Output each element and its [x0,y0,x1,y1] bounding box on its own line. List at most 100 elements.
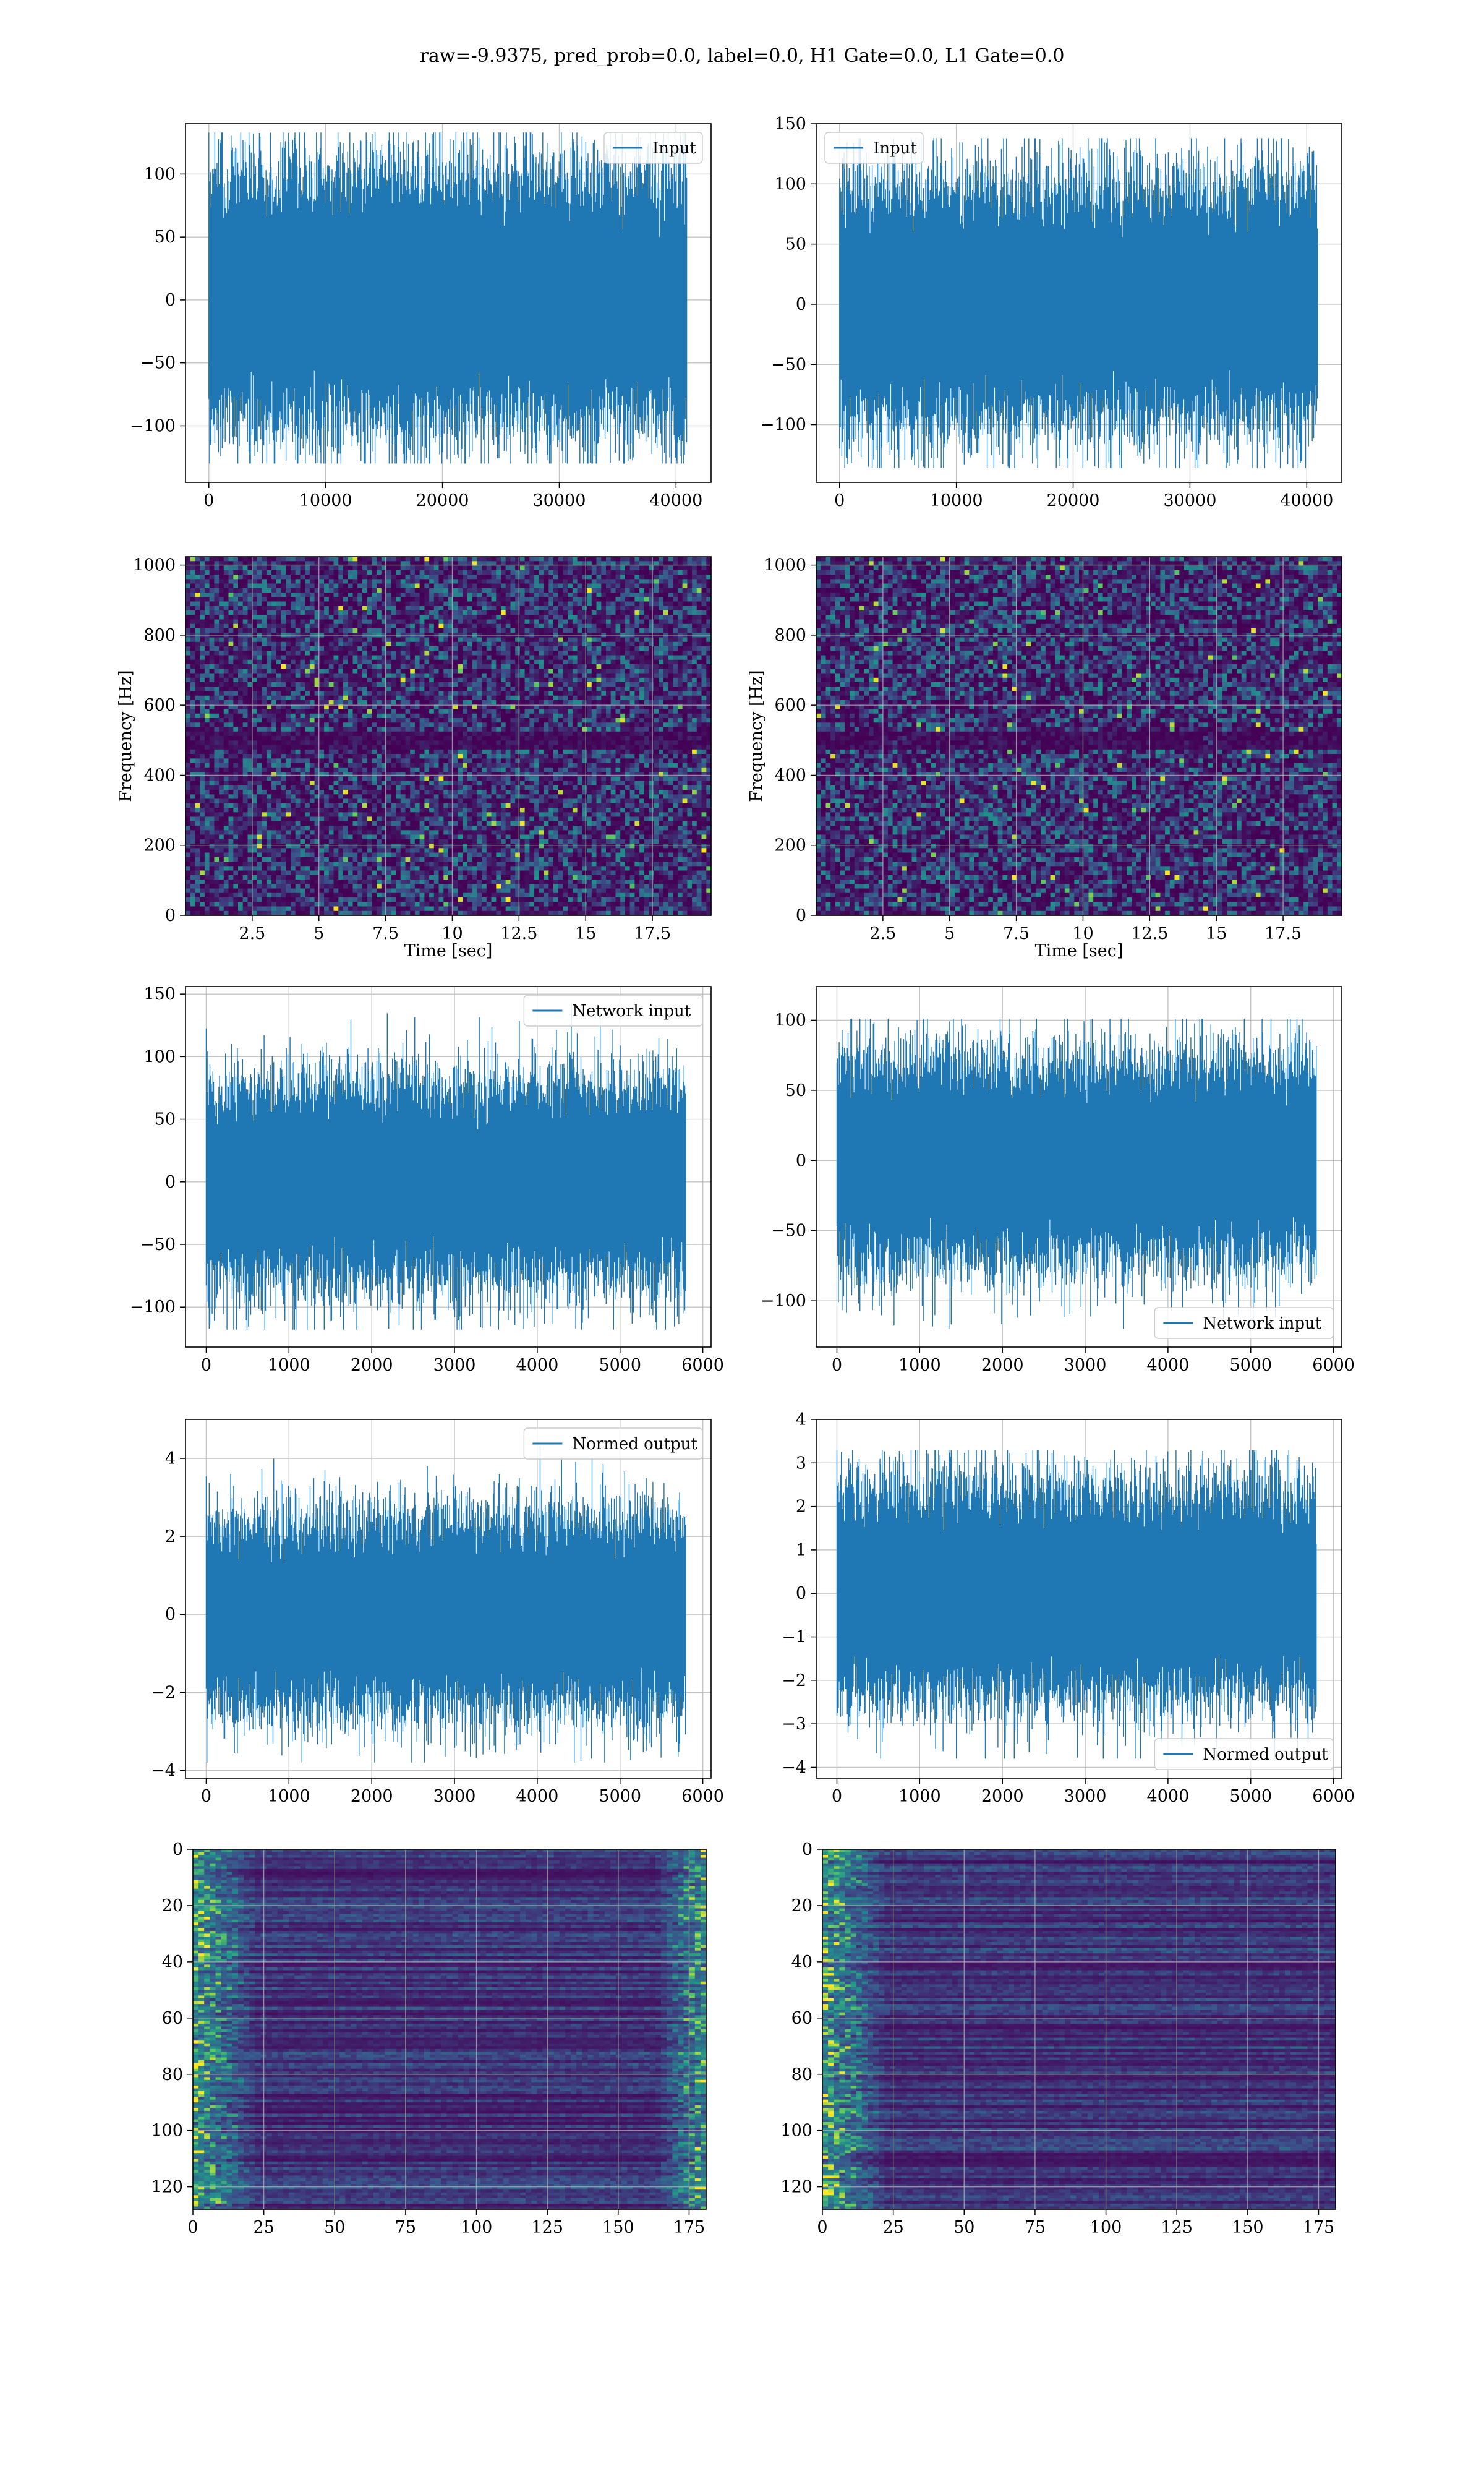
spectrogram-cell [319,700,325,705]
spectrogram-cell [367,561,372,567]
spectrogram-cell [673,677,678,683]
spectrogram-cell [453,659,458,665]
spectrogram-cell [524,718,530,723]
spectrogram-cell [386,691,391,696]
spectrogram-cell [424,597,430,602]
spectrogram-cell [429,597,435,602]
spectrogram-cell [553,651,559,656]
spectrogram-cell [601,575,607,580]
spectrogram-cell [472,664,477,669]
spectrogram-cell [625,588,631,593]
spectrogram-cell [625,593,631,597]
spectrogram-cell [596,700,602,705]
spectrogram-cell [639,575,645,580]
spectrogram-cell [262,579,267,584]
spectrogram-cell [372,637,377,643]
spectrogram-cell [606,601,612,607]
spectrogram-cell [539,700,545,705]
spectrogram-cell [591,695,597,701]
spectrogram-cell [186,727,191,732]
spectrogram-cell [276,718,282,723]
spectrogram-cell [448,651,454,656]
spectrogram-cell [496,601,501,607]
spectrogram-cell [443,673,449,678]
spectrogram-cell [367,727,372,732]
spectrogram-cell [238,682,244,687]
spectrogram-cell [396,619,401,625]
spectrogram-cell [195,557,200,562]
spectrogram-cell [659,646,664,651]
spectrogram-cell [377,606,382,611]
spectrogram-cell [362,691,368,696]
spectrogram-cell [601,583,607,589]
spectrogram-cell [223,727,229,732]
spectrogram-cell [448,691,454,696]
spectrogram-cell [396,575,401,580]
spectrogram-cell [381,687,387,692]
spectrogram-cell [381,641,387,647]
spectrogram-cell [572,615,578,620]
spectrogram-cell [591,628,597,633]
spectrogram-cell [682,677,688,683]
spectrogram-cell [424,691,430,696]
spectrogram-cell [214,579,220,584]
spectrogram-cell [381,557,387,562]
spectrogram-cell [625,677,631,683]
spectrogram-cell [333,651,339,656]
spectrogram-cell [352,736,358,741]
spectrogram-cell [591,651,597,656]
spectrogram-cell [204,695,210,701]
spectrogram-cell [377,727,382,732]
spectrogram-cell [267,664,272,669]
spectrogram-cell [458,583,463,589]
spectrogram-cell [319,704,325,710]
spectrogram-cell [238,736,244,741]
spectrogram-cell [391,628,396,633]
spectrogram-cell [372,655,377,661]
spectrogram-cell [577,593,582,597]
spectrogram-cell [615,655,621,661]
spectrogram-cell [587,628,592,633]
spectrogram-cell [190,628,195,633]
spectrogram-cell [324,606,330,611]
spectrogram-cell [572,700,578,705]
spectrogram-cell [305,659,310,665]
spectrogram-cell [519,727,526,732]
spectrogram-cell [482,601,487,607]
spectrogram-cell [677,597,683,602]
spectrogram-cell [529,695,535,701]
spectrogram-cell [195,691,200,696]
spectrogram-cell [496,673,501,678]
spectrogram-cell [305,687,310,692]
spectrogram-cell [539,606,545,611]
spectrogram-cell [582,691,587,696]
spectrogram-cell [553,754,559,759]
spectrogram-cell [634,561,640,567]
spectrogram-cell [400,575,406,580]
spectrogram-cell [692,704,697,710]
spectrogram-cell [606,736,612,741]
spectrogram-cell [458,615,463,620]
spectrogram-cell [677,727,683,732]
spectrogram-cell [501,615,506,620]
spectrogram-cell [333,700,339,705]
spectrogram-cell [544,695,549,701]
spectrogram-cell [625,615,631,620]
spectrogram-cell [377,570,382,575]
spectrogram-cell [587,700,592,705]
spectrogram-cell [687,641,693,647]
spectrogram-cell [663,709,668,714]
spectrogram-cell [319,610,325,615]
spectrogram-cell [634,606,640,611]
spectrogram-cell [568,677,573,683]
spectrogram-cell [281,583,286,589]
spectrogram-cell [228,659,234,665]
spectrogram-cell [610,615,616,620]
spectrogram-cell [596,727,602,732]
spectrogram-cell [314,687,320,692]
spectrogram-cell [319,615,325,620]
spectrogram-cell [625,673,631,678]
spectrogram-cell [352,655,358,661]
spectrogram-cell [281,606,286,611]
spectrogram-cell [338,565,344,571]
